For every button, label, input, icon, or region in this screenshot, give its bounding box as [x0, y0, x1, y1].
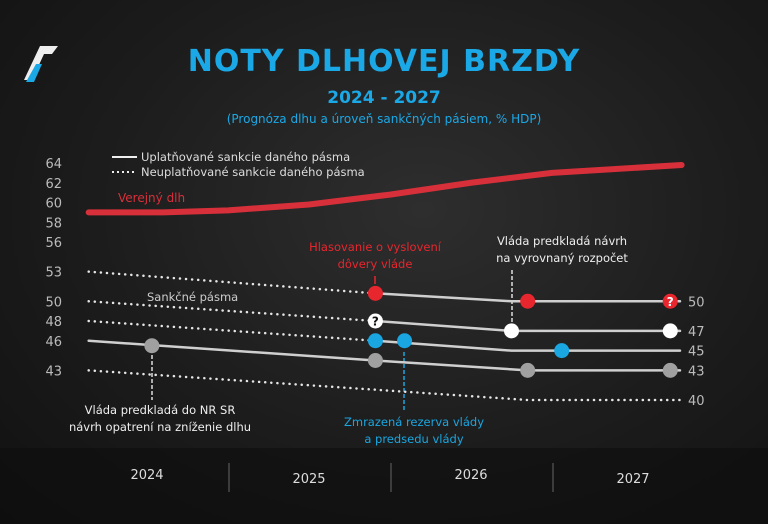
- y-tick-label: 48: [45, 315, 62, 330]
- y-tick-label: 62: [45, 177, 62, 192]
- y-tick-label: 58: [45, 216, 62, 231]
- question-mark-icon: ?: [667, 295, 674, 309]
- y-tick-label: 50: [45, 295, 62, 310]
- annotation-text: Vláda predkladá do NR SR: [85, 403, 236, 417]
- series-line: [87, 369, 682, 402]
- data-point-marker: [397, 333, 413, 349]
- x-tick-label: 2027: [616, 472, 649, 487]
- data-point-marker: [662, 362, 678, 378]
- y-tick-label: 53: [45, 266, 62, 281]
- annotation-text: dôvery vláde: [338, 257, 413, 271]
- data-point-marker: [367, 353, 383, 368]
- series-line: [87, 300, 377, 323]
- y-tick-label: 60: [45, 197, 62, 212]
- right-value-label: 47: [688, 325, 705, 340]
- data-point-marker: [662, 293, 678, 309]
- y-tick-label: 46: [45, 335, 62, 350]
- series-line: [85, 161, 685, 216]
- public-debt-label: Verejný dlh: [118, 191, 185, 205]
- data-point-marker: [520, 362, 536, 378]
- series-line: [87, 339, 682, 372]
- data-point-marker: [144, 338, 160, 354]
- x-tick-label: 2025: [292, 472, 325, 487]
- data-point-marker: [554, 343, 570, 359]
- right-value-label: 45: [688, 345, 705, 360]
- legend-solid-label: Uplatňované sankcie daného pásma: [141, 150, 350, 164]
- y-tick-label: 56: [45, 236, 62, 251]
- question-mark-icon: ?: [372, 315, 379, 329]
- data-point-marker: [367, 313, 383, 329]
- logo-icon: [24, 46, 58, 82]
- subtitle: (Prognóza dlhu a úroveň sankčných pásiem…: [226, 112, 542, 126]
- data-point-marker: [367, 333, 383, 349]
- x-tick-label: 2026: [454, 468, 487, 483]
- data-point-marker: [520, 293, 536, 309]
- annotation-text: Vláda predkladá návrh: [497, 234, 627, 248]
- y-tick-label: 43: [45, 364, 62, 379]
- annotation-text: návrh opatrení na zníženie dlhu: [69, 420, 251, 434]
- series-line: [374, 339, 682, 352]
- series-line: [87, 270, 377, 295]
- annotation-text: Zmrazená rezerva vlády: [344, 415, 484, 429]
- legend-dotted-label: Neuplatňované sankcie daného pásma: [141, 165, 365, 179]
- year-range: 2024 - 2027: [327, 88, 441, 108]
- right-value-label: 40: [688, 394, 705, 409]
- data-point-marker: [662, 323, 678, 339]
- y-tick-label: 64: [45, 157, 62, 172]
- data-point-marker: [504, 323, 519, 339]
- right-value-label: 43: [688, 364, 705, 379]
- right-value-label: 50: [688, 295, 705, 310]
- annotation-text: Hlasovanie o vyslovení: [309, 240, 442, 254]
- series-line: [374, 319, 682, 333]
- data-point-marker: [367, 285, 383, 301]
- annotation-text: na vyrovnaný rozpočet: [496, 251, 628, 265]
- x-tick-label: 2024: [130, 468, 163, 483]
- page-title: NOTY DLHOVEJ BRZDY: [187, 44, 581, 79]
- band-label: Sankčné pásma: [147, 290, 238, 304]
- series-line: [87, 319, 377, 342]
- annotation-text: a predsedu vlády: [364, 432, 464, 446]
- series-line: [374, 292, 682, 303]
- year-band: [0, 448, 768, 524]
